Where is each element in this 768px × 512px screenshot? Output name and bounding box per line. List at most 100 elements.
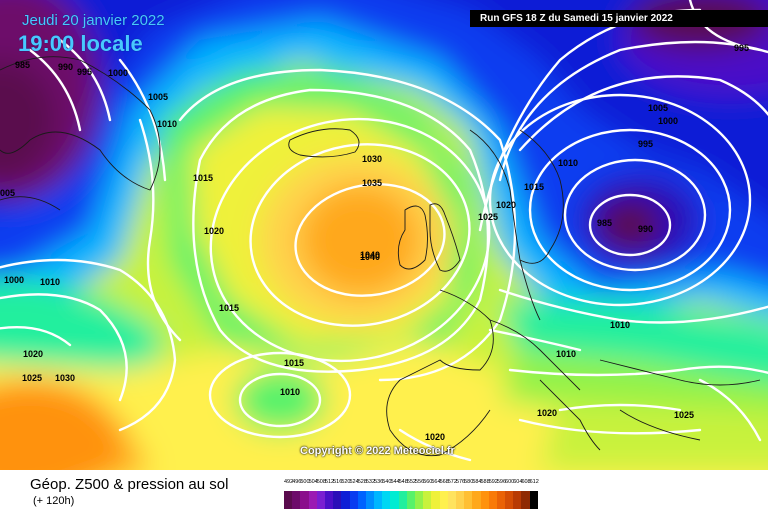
isobar-label: 1020 [204,226,224,236]
scale-swatch [300,491,309,509]
scale-label: 524 [349,479,359,485]
isobar-label: 995 [77,67,92,77]
scale-label: 544 [390,479,400,485]
scale-label: 592 [488,479,498,485]
isobar-label: 985 [15,60,30,70]
scale-swatch [521,491,530,509]
scale-labels: 492 496 500 504 508 512 516 520 524 528 532 536 540 5… [284,479,539,491]
weather-map: 1040 985 990 995 1000 1005 1010 1015 005 1020 100… [0,0,768,470]
scale-swatch [374,491,383,509]
legend-subtitle: (+ 120h) [33,495,75,507]
scale-label: 532 [365,479,376,485]
svg-text:1040: 1040 [360,252,380,262]
scale-swatch [349,491,358,509]
scale-swatch [513,491,522,509]
scale-swatch [464,491,473,509]
map-canvas: 1040 985 990 995 1000 1005 1010 1015 005 1020 100… [0,0,768,470]
scale-label: 608 [521,479,531,485]
scale-label: 528 [357,479,367,485]
isobar-label: 1030 [55,373,75,383]
scale-label: 552 [406,479,416,485]
scale-swatch [292,491,301,509]
isobar-label: 1010 [610,320,630,330]
scale-label: 596 [496,479,507,485]
isobars [0,0,768,460]
scale-label: 604 [513,479,523,485]
scale-swatch [472,491,481,509]
scale-label: 548 [398,479,408,485]
isobar-label: 1035 [362,178,382,188]
scale-label: 564 [431,479,441,485]
scale-swatch [382,491,391,509]
isobar-label: 990 [638,224,653,234]
isobar-label: 1025 [674,410,694,420]
scale-label: 556 [415,479,425,485]
scale-label: 584 [472,479,482,485]
isobar-label: 1025 [22,373,42,383]
scale-label: 508 [316,479,326,485]
scale-swatch [406,491,415,509]
scale-label: 572 [447,479,457,485]
scale-label: 520 [341,479,351,485]
scale-label: 504 [308,479,318,485]
isobar-label: 1015 [284,358,304,368]
scale-swatch [480,491,489,509]
forecast-time: 19:00 locale [18,31,143,56]
scale-label: 600 [505,479,515,485]
scale-swatch [431,491,440,509]
scale-label: 580 [464,479,474,485]
forecast-date: Jeudi 20 janvier 2022 [22,12,165,29]
scale-swatch [390,491,399,509]
scale-swatch [423,491,432,509]
scale-swatch [284,491,293,509]
scale-label: 540 [382,479,392,485]
isobar-label: 1015 [193,173,213,183]
scale-swatch [308,491,317,509]
scale-swatch [357,491,366,509]
isobar-label: 1010 [558,158,578,168]
legend-bar: Géop. Z500 & pression au sol (+ 120h) 49… [0,470,768,512]
isobar-label: 1010 [40,277,60,287]
coastlines [0,56,761,457]
scale-swatch [341,491,350,509]
isobar-label: 1020 [496,200,516,210]
isobar-label: 1010 [280,387,300,397]
isobar-labels: 985 990 995 1000 1005 1010 1015 005 1020 1000 1010… [0,43,749,442]
scale-label: 576 [455,479,466,485]
isobar-label: 995 [734,43,749,53]
scale-label: 512 [324,479,335,485]
isobar-label: 1000 [108,68,128,78]
scale-label: 496 [292,479,302,485]
isobar-label: 1030 [362,154,382,164]
scale-swatches [284,491,538,509]
scale-swatch [365,491,375,509]
legend-title: Géop. Z500 & pression au sol [30,476,229,493]
isobar-label: 1025 [478,212,498,222]
scale-swatch [496,491,506,509]
isobar-label: 995 [638,139,653,149]
scale-swatch [333,491,342,509]
isobar-label: 1020 [23,349,43,359]
scale-label: 500 [300,479,310,485]
color-scale: 492 496 500 504 508 512 516 520 524 528 532 536 540 5… [284,479,539,509]
isobar-label: 1010 [157,119,177,129]
scale-swatch [415,491,424,509]
run-info: Run GFS 18 Z du Samedi 15 janvier 2022 [470,10,768,27]
scale-swatch [455,491,465,509]
isobar-label: 1010 [556,349,576,359]
isobar-label: 1000 [4,275,24,285]
isobar-label: 1015 [219,303,239,313]
scale-label: 612 [529,479,539,485]
scale-swatch [529,491,538,509]
scale-swatch [447,491,456,509]
pressure-centers: 1040 [360,252,380,262]
scale-label: 560 [423,479,433,485]
scale-label: 536 [374,479,384,485]
scale-label: 516 [333,479,343,485]
scale-label: 568 [439,479,449,485]
scale-label: 588 [480,479,490,485]
scale-swatch [398,491,407,509]
scale-swatch [324,491,334,509]
isobar-label: 990 [58,62,73,72]
isobar-label: 1040 [360,250,380,260]
